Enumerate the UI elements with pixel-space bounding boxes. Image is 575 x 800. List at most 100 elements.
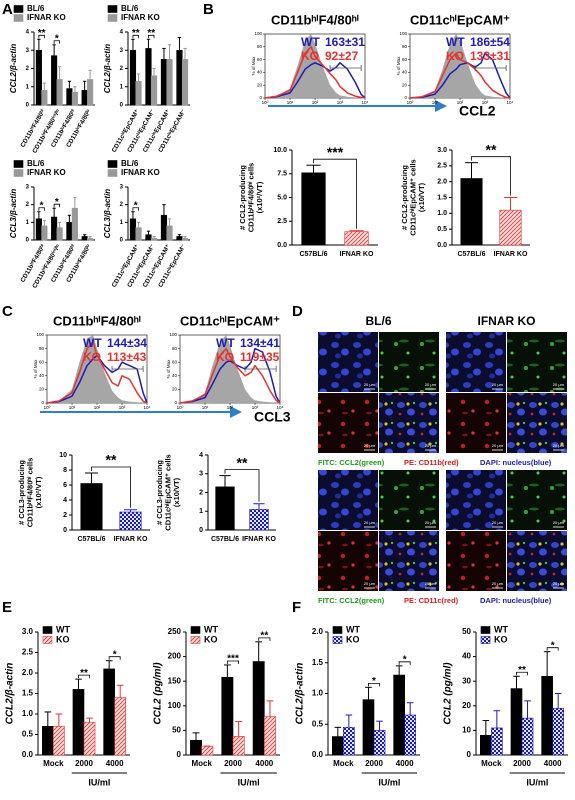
scale-label: 20 μm [553, 443, 565, 448]
bar [176, 49, 183, 106]
y-axis-label: CCL3/β-actin [103, 189, 112, 239]
y-tick-label: 3.0 [437, 147, 447, 154]
histogram-line [179, 347, 281, 404]
sig-label: ** [132, 28, 140, 39]
histogram-area [180, 335, 280, 403]
bar [404, 714, 417, 756]
legend-label: IFNAR KO [121, 13, 160, 22]
sig-label: ** [147, 28, 155, 39]
histogram-line [264, 46, 366, 99]
y-tick-label: 100 [168, 701, 182, 710]
x-tick-label: 2000 [513, 759, 531, 768]
sig-bracket [226, 660, 240, 664]
bar [232, 736, 245, 756]
legend-swatch [13, 14, 24, 22]
legend-swatch [480, 636, 491, 644]
bar [215, 486, 235, 531]
bar [51, 55, 58, 106]
y-tick-label: 80 [39, 346, 45, 351]
sig-label: * [55, 197, 59, 208]
y-tick-label: 40 [39, 373, 45, 378]
bar [135, 227, 142, 241]
micrograph [507, 470, 567, 530]
x-tick-label: 10⁰ [177, 405, 184, 410]
histogram-line [46, 341, 148, 404]
scale-label: 20 μm [553, 520, 565, 525]
y-tick-label: 100 [254, 31, 262, 36]
y-tick-label: 3.0 [22, 627, 34, 636]
x-tick-label: 10⁰ [407, 100, 414, 105]
y-axis-label: # CCL2-producing [238, 165, 247, 230]
bar [145, 48, 152, 106]
y-tick-label: 20 [402, 82, 408, 87]
micrograph [446, 470, 506, 530]
micrograph [507, 393, 567, 453]
bar [521, 717, 534, 756]
legend-swatch [480, 626, 491, 634]
y-tick-label: 1 [26, 220, 30, 226]
y-tick-label: 0 [174, 400, 177, 405]
legend-label: IFNAR KO [121, 168, 160, 177]
sig-label: *** [227, 654, 239, 665]
legend-swatch [107, 160, 118, 168]
y-tick-label: 80 [402, 44, 408, 49]
x-tick-label: C57BL/6 [211, 536, 239, 543]
x-axis-label: CCL2 [459, 103, 496, 119]
y-tick-label: 100 [36, 332, 44, 337]
sig-bracket [132, 34, 139, 39]
series-stat: 119±35 [240, 350, 280, 364]
y-tick-label: 2.5 [437, 163, 447, 170]
legend-label: IFNAR KO [27, 168, 66, 177]
panel-label: A [2, 1, 13, 18]
histogram-line [179, 347, 281, 404]
y-tick-label: 10.0 [273, 147, 287, 154]
panel-label: D [292, 303, 303, 320]
sig-label: * [55, 33, 59, 44]
y-tick-label: 0 [120, 103, 124, 109]
bar [150, 237, 158, 241]
y-tick-label: 4 [199, 452, 203, 459]
y-axis-label: CCL3/β-actin [9, 189, 18, 239]
y-tick-label: 1.0 [312, 689, 324, 698]
y-axis-label: CD11bʰⁱF4/80ʰⁱ cells [245, 163, 255, 232]
x-tick-label: IFNAR KO [242, 536, 276, 543]
sig-bracket [91, 466, 131, 508]
y-axis-label: CD11bʰⁱF4/80ʰⁱ cells [24, 458, 34, 527]
y-tick-label: 0.5 [22, 730, 34, 739]
y-tick-label: 80 [257, 44, 263, 49]
bar [166, 59, 173, 106]
column-title: IFNAR KO [478, 314, 536, 328]
y-tick-label: 4 [120, 30, 124, 36]
y-tick-label: 50 [172, 726, 181, 735]
micrograph [446, 393, 506, 453]
y-tick-label: 50 [462, 627, 471, 636]
scale-label: 20 μm [364, 443, 376, 448]
legend-label: KO [56, 634, 70, 644]
y-tick-label: 40 [257, 70, 263, 75]
y-tick-label: 2 [26, 66, 30, 72]
x-tick-label: 4000 [544, 759, 562, 768]
bar [66, 88, 73, 106]
caption: PE: CD11c(red) [404, 596, 459, 605]
bar [252, 661, 265, 756]
sig-bracket [368, 682, 380, 687]
y-tick-label: 10 [462, 726, 471, 735]
legend-swatch [332, 626, 343, 634]
x-tick-label: C57BL/6 [77, 536, 105, 543]
y-tick-label: 2.0 [312, 627, 324, 636]
column-title: BL/6 [365, 314, 391, 328]
y-tick-label: 60 [172, 359, 178, 364]
series-stat: 133±31 [470, 49, 510, 63]
bar [129, 218, 137, 241]
y-tick-label: 5.0 [277, 194, 287, 201]
histogram-line [264, 62, 366, 99]
bar [66, 222, 73, 241]
y-tick-label: 0.5 [437, 226, 447, 233]
histogram-line [409, 52, 511, 99]
bar [160, 59, 168, 106]
panel-label: B [203, 1, 214, 18]
bar [201, 745, 214, 756]
x-tick-label: C57BL/6 [299, 251, 327, 258]
bar [72, 689, 85, 756]
